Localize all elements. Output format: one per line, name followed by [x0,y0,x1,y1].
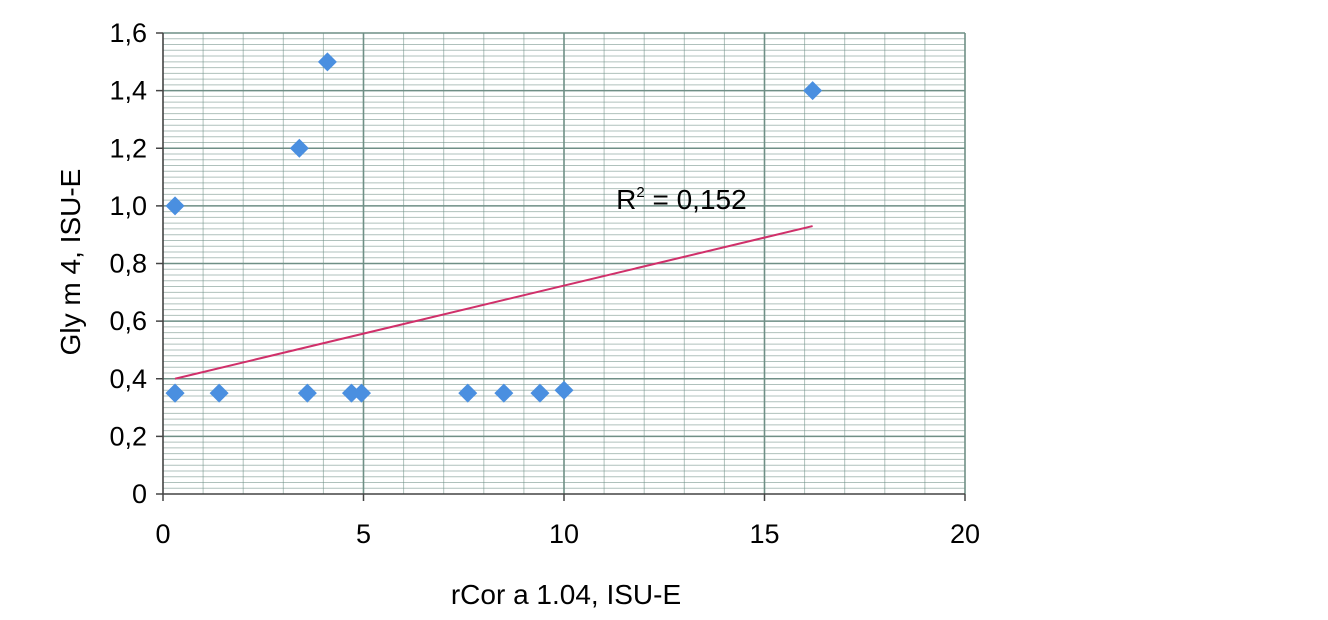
data-point [317,52,337,72]
y-tick-label: 1,6 [109,18,147,48]
data-point [494,383,514,403]
data-point [458,383,478,403]
data-point [289,138,309,158]
r-squared-annotation: R2 = 0,152 [616,184,747,215]
y-tick-label: 0,6 [109,306,147,336]
data-point [341,383,361,403]
data-point [554,380,574,400]
r-squared-superscript: 2 [636,184,644,201]
y-tick-label: 0,8 [109,249,147,279]
x-tick-label: 20 [950,519,980,549]
data-point [530,383,550,403]
data-point [803,81,823,101]
trendline [174,225,813,380]
x-tick-label: 5 [356,519,371,549]
x-axis-title: rCor a 1.04, ISU-E [451,579,681,610]
y-tick-label: 0 [132,479,147,509]
data-point [165,196,185,216]
x-tick-label: 15 [749,519,779,549]
x-tick-label: 0 [155,519,170,549]
y-axis-title: Gly m 4, ISU-E [55,169,86,356]
y-tick-label: 0,4 [109,364,147,394]
x-tick-label: 10 [549,519,579,549]
r-squared-value: = 0,152 [645,184,747,215]
y-tick-label: 1,2 [109,133,147,163]
x-tick-labels: 0 5 10 15 20 [155,519,980,549]
data-points [165,52,823,403]
trendline-group [174,225,813,380]
y-tick-label: 0,2 [109,421,147,451]
data-point [297,383,317,403]
data-point [351,383,371,403]
r-squared-prefix: R [616,184,636,215]
data-point [165,383,185,403]
tick-marks [156,32,966,501]
y-tick-label: 1,4 [109,76,147,106]
y-tick-label: 1,0 [109,191,147,221]
data-point [209,383,229,403]
y-tick-labels: 0 0,2 0,4 0,6 0,8 1,0 1,2 1,4 1,6 [109,18,147,509]
